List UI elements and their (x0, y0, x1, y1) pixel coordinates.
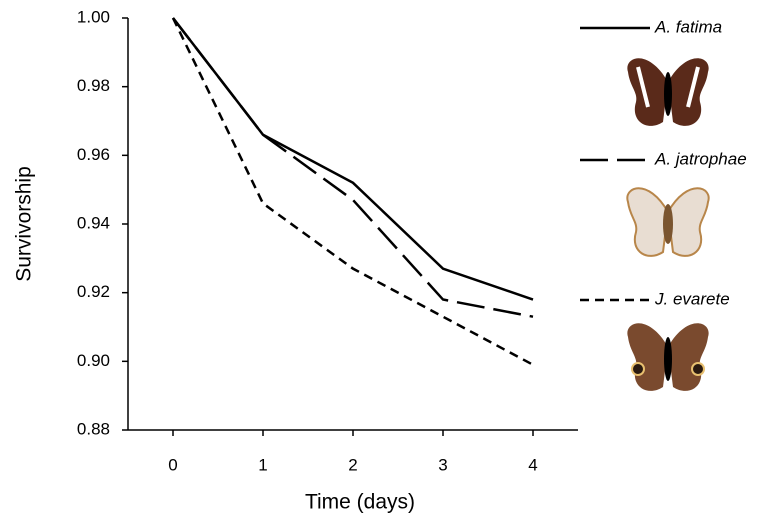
legend-label: J. evarete (654, 289, 730, 308)
y-tick-label: 0.90 (77, 351, 110, 370)
x-tick-label: 3 (438, 455, 447, 474)
y-tick-label: 0.98 (77, 76, 110, 95)
y-tick-label: 0.96 (77, 145, 110, 164)
y-tick-label: 0.92 (77, 282, 110, 301)
y-tick-label: 0.88 (77, 419, 110, 438)
legend-label: A. fatima (654, 17, 722, 36)
x-tick-label: 4 (528, 455, 537, 474)
legend-label: A. jatrophae (654, 149, 747, 168)
series-line (171, 17, 534, 366)
butterfly-jatrophae (626, 187, 710, 257)
butterfly-evarete (627, 323, 709, 391)
x-tick-label: 2 (348, 455, 357, 474)
x-tick-label: 1 (258, 455, 267, 474)
y-axis-title: Survivorship (13, 166, 36, 282)
y-tick-label: 1.00 (77, 7, 110, 26)
x-axis-title: Time (days) (305, 491, 415, 514)
series-line (172, 17, 534, 301)
butterfly-fatima (627, 58, 709, 126)
y-tick-label: 0.94 (77, 213, 110, 232)
series-line (172, 17, 534, 318)
x-tick-label: 0 (168, 455, 177, 474)
